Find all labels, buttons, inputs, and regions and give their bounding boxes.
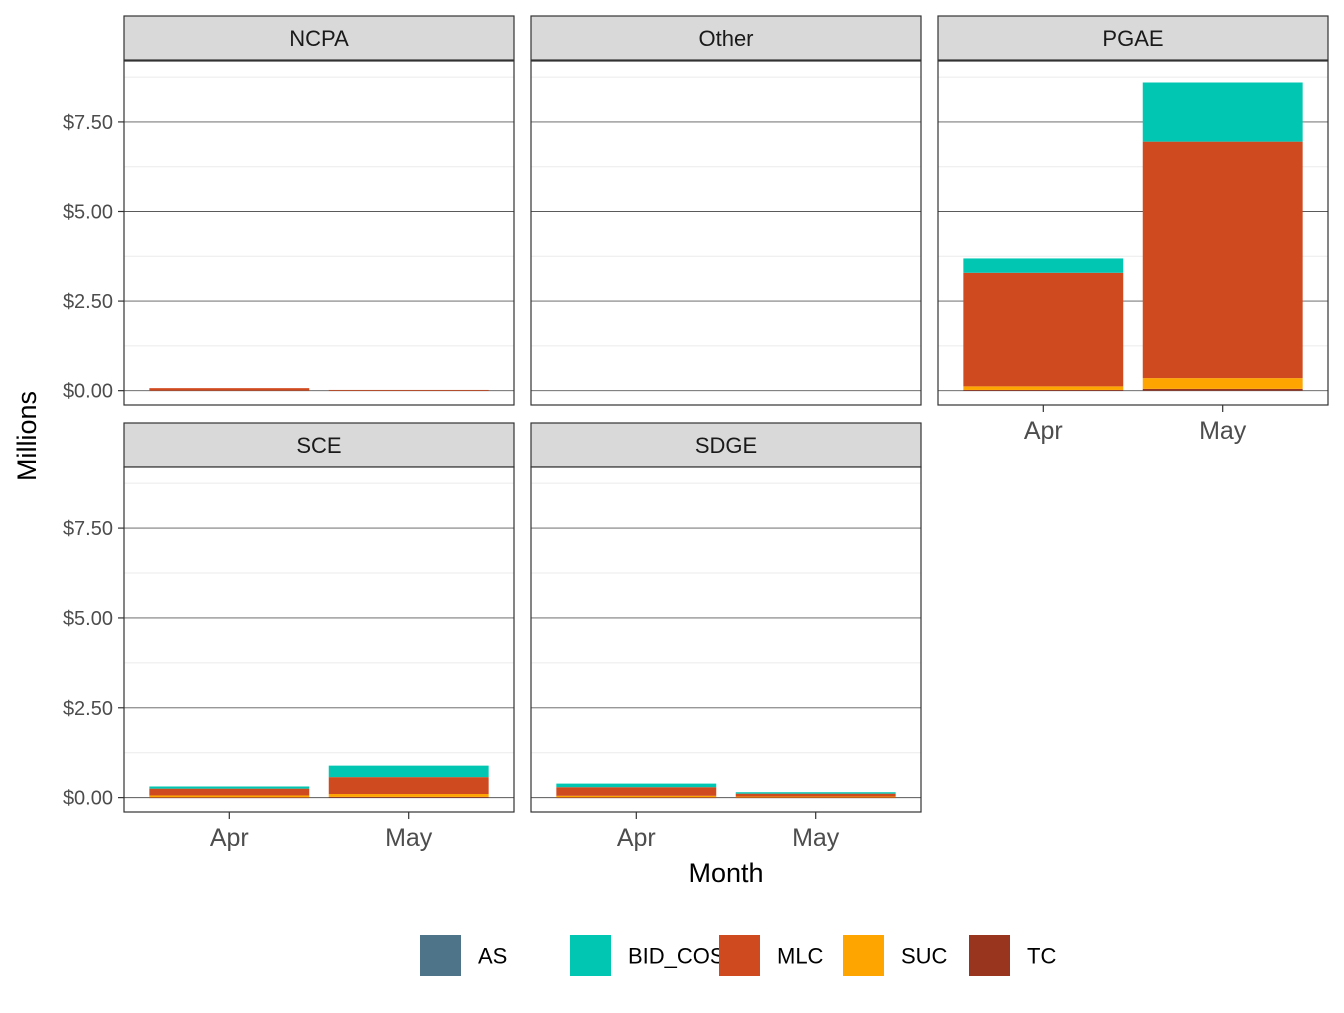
legend-key: [969, 935, 1010, 976]
x-tick-label: May: [792, 824, 840, 852]
facet-strip: [123, 422, 515, 468]
legend-item-as: AS: [420, 935, 507, 976]
x-axis-title: Month: [688, 858, 763, 888]
bar-sce-may-mlc: [328, 777, 489, 795]
x-tick-label: May: [385, 824, 433, 852]
bar-sdge-may-mlc: [735, 793, 896, 797]
legend-key: [420, 935, 461, 976]
bar-sdge-may-tc: [735, 797, 896, 799]
facet-strip: [123, 15, 515, 61]
y-tick-label: $7.50: [63, 518, 113, 540]
bar-pgae-may-mlc: [1142, 141, 1303, 379]
y-tick-label: $5.00: [63, 202, 113, 224]
legend-label: AS: [478, 944, 507, 969]
panel-border: [123, 60, 515, 406]
panel-border: [123, 466, 515, 813]
bar-sce-apr-suc: [149, 795, 310, 798]
panel-border: [530, 60, 922, 406]
bar-pgae-apr-bid-cost: [963, 258, 1124, 273]
bar-sce-apr-bid-cost: [149, 786, 310, 789]
bar-pgae-apr-suc: [963, 386, 1124, 390]
bar-sdge-may-bid-cost: [735, 792, 896, 794]
bar-sce-apr-mlc: [149, 788, 310, 796]
legend-key: [570, 935, 611, 976]
facet-strip: [530, 422, 922, 468]
bar-sdge-apr-tc: [556, 797, 717, 799]
panel-background: [124, 467, 514, 812]
x-tick-label: Apr: [1024, 417, 1063, 445]
bar-ncpa-apr-mlc: [149, 388, 310, 391]
facet-title: NCPA: [289, 26, 349, 51]
facet-pgae: PGAE Apr May: [937, 15, 1329, 445]
legend-item-suc: SUC: [843, 935, 948, 976]
legend-label: SUC: [901, 944, 948, 969]
y-axis-title: Millions: [12, 391, 42, 481]
facet-title: SDGE: [695, 433, 757, 458]
facet-strip: [530, 15, 922, 61]
y-tick-label: $0.00: [63, 788, 113, 810]
x-tick-label: Apr: [210, 824, 249, 852]
facet-ncpa: NCPA $0.00 $2.50 $5.00 $7.50: [63, 15, 515, 406]
legend: AS BID_COST MLC SUC TC: [420, 935, 1056, 976]
bar-pgae-may-bid-cost: [1142, 82, 1303, 142]
bar-sce-may-bid-cost: [328, 765, 489, 778]
legend-label: TC: [1027, 944, 1056, 969]
facet-title: PGAE: [1102, 26, 1163, 51]
y-tick-label: $7.50: [63, 112, 113, 134]
y-tick-label: $2.50: [63, 698, 113, 720]
bar-sce-may-suc: [328, 794, 489, 797]
bar-sce-may-tc: [328, 796, 489, 798]
bar-sdge-may-suc: [735, 796, 896, 798]
panel-background: [531, 467, 921, 812]
facet-other: Other: [530, 15, 922, 406]
bar-pgae-apr-tc: [963, 389, 1124, 391]
legend-key: [843, 935, 884, 976]
facet-sdge: SDGE Apr May: [530, 422, 922, 852]
legend-label: MLC: [777, 944, 824, 969]
panel-border: [530, 466, 922, 813]
x-tick-label: Apr: [617, 824, 656, 852]
bar-pgae-may-suc: [1142, 378, 1303, 389]
legend-item-tc: TC: [969, 935, 1056, 976]
panel-background: [531, 61, 921, 405]
x-tick-label: May: [1199, 417, 1247, 445]
bar-pgae-may-tc: [1142, 388, 1303, 391]
bar-sdge-apr-suc: [556, 795, 717, 798]
y-tick-label: $0.00: [63, 381, 113, 403]
bar-sdge-apr-mlc: [556, 787, 717, 796]
y-tick-label: $5.00: [63, 608, 113, 630]
facet-title: Other: [698, 26, 753, 51]
panel-background: [124, 61, 514, 405]
bar-ncpa-may-mlc: [328, 389, 489, 391]
y-tick-label: $2.50: [63, 291, 113, 313]
bar-pgae-apr-mlc: [963, 272, 1124, 387]
facet-strip: [937, 15, 1329, 61]
legend-item-mlc: MLC: [719, 935, 824, 976]
facet-sce: SCE $0.00 $2.50 $5.00 $7.50 Apr May: [63, 422, 515, 852]
panel-border: [937, 60, 1329, 406]
bar-sdge-apr-bid-cost: [556, 783, 717, 788]
legend-key: [719, 935, 760, 976]
facet-title: SCE: [296, 433, 341, 458]
bar-sce-apr-tc: [149, 797, 310, 799]
